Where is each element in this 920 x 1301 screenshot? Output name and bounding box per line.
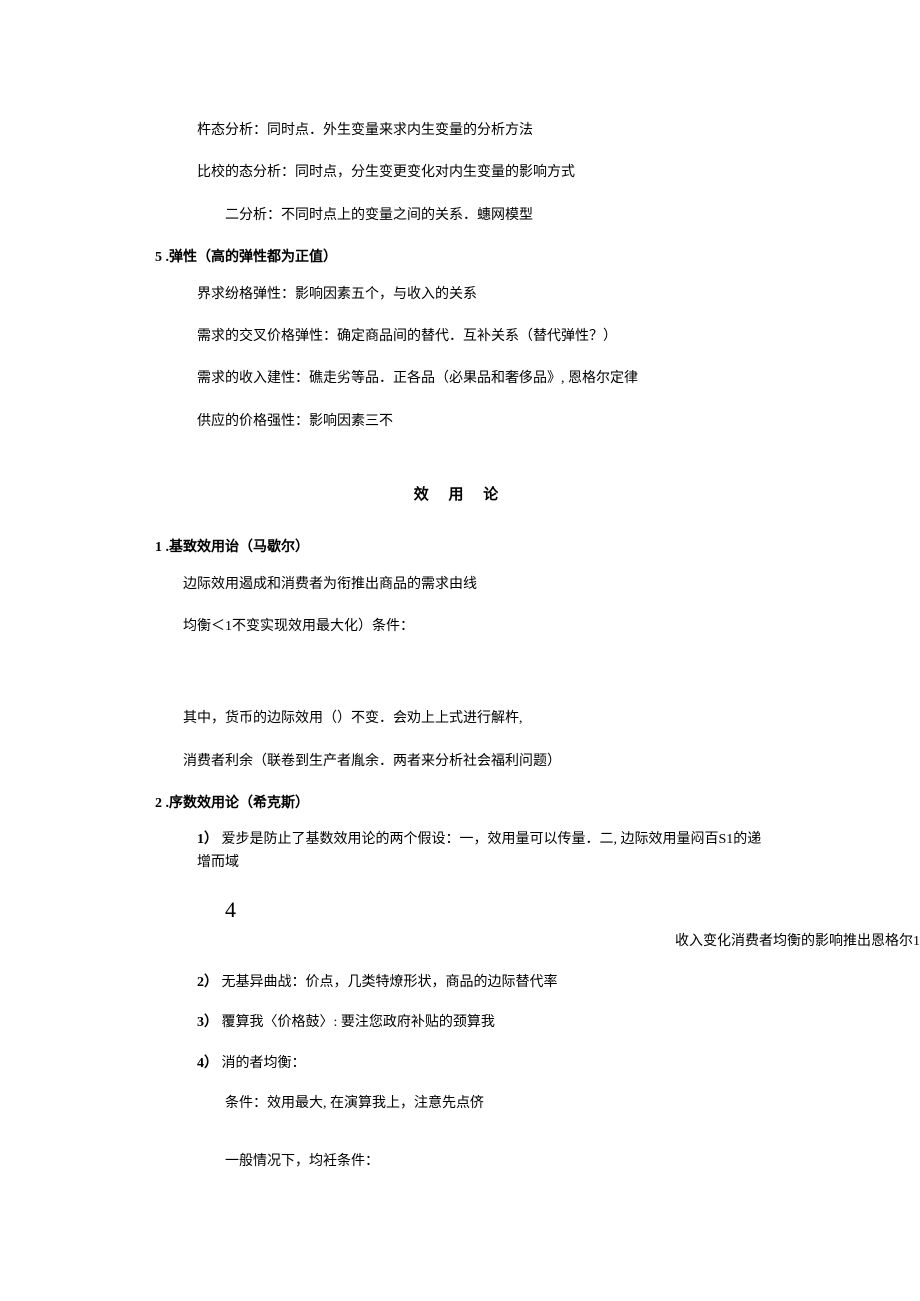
equilibrium-condition-text: 均衡＜1不变实现效用最大化）条件： <box>155 616 765 638</box>
spacer <box>155 658 765 708</box>
price-elasticity-text: 界求纷格弹性：影响因素五个，与收入的关系 <box>155 284 765 306</box>
section-title-utility: 效 用 论 <box>155 483 765 507</box>
item-1-heading: 1 .基致效用诒（马歇尔） <box>155 537 765 559</box>
subitem-3-text: 覆算我〈价格鼓〉: 要注您政府补贴的颈算我 <box>222 1015 495 1030</box>
subitem-3-num: 3） <box>197 1015 218 1030</box>
static-analysis-text: 杵态分析：同时点．外生变量来求内生变量的分析方法 <box>155 120 765 142</box>
engel-reference-text: 收入变化消费者均衡的影响推出恩格尔1 <box>155 931 920 953</box>
figure-4-marker: 4 <box>155 892 765 927</box>
subitem-1: 1） 爱步是防止了基数效用论的两个假设：一，效用量可以传量．二, 边际效用量闷百… <box>155 829 765 874</box>
comparative-static-text: 比校的态分析：同时点，分生变更变化对内生变量的影响方式 <box>155 162 765 184</box>
item-2-heading: 2 .序数效用论（希克斯） <box>155 793 765 815</box>
equilibrium-condition-b: 一般情况下，均衽条件： <box>155 1151 765 1173</box>
supply-elasticity-text: 供应的价格强性：影响因素三不 <box>155 411 765 433</box>
dynamic-analysis-text: 二分析：不同时点上的变量之间的关系．蟪网模型 <box>155 205 765 227</box>
subitem-1-num: 1） <box>197 832 218 847</box>
subitem-4-text: 消的者均衡： <box>222 1056 306 1071</box>
cross-elasticity-text: 需求的交叉价格弹性：确定商品间的替代．互补关系（替代弹性？） <box>155 326 765 348</box>
subitem-4: 4） 消的者均衡： <box>155 1053 765 1075</box>
subitem-2-num: 2） <box>197 975 218 990</box>
income-elasticity-text: 需求的收入建性：礁走劣等品．正各品（必果品和奢侈品》, 恩格尔定律 <box>155 368 765 390</box>
subitem-2: 2） 无基异曲战：价点，几类特燎形状，商品的边际替代率 <box>155 972 765 994</box>
subitem-1-text: 爱步是防止了基数效用论的两个假设：一，效用量可以传量．二, 边际效用量闷百S1的… <box>197 832 761 869</box>
equilibrium-condition-a: 条件：效用最大, 在演算我上，注意先点侪 <box>155 1093 765 1115</box>
spacer <box>155 1135 765 1151</box>
subitem-2-text: 无基异曲战：价点，几类特燎形状，商品的边际替代率 <box>222 975 558 990</box>
marginal-utility-text: 边际效用遏成和消费者为衔推出商品的需求由线 <box>155 574 765 596</box>
item-5-heading: 5 .弹性（高的弹性都为正值） <box>155 247 765 269</box>
consumer-surplus-text: 消费者利余（联卷到生产者胤余．两者来分析社会福利问题） <box>155 751 765 773</box>
money-marginal-text: 其中，货币的边际效用（）不变．会劝上上式进行解杵, <box>155 708 765 730</box>
subitem-3: 3） 覆算我〈价格鼓〉: 要注您政府补贴的颈算我 <box>155 1012 765 1034</box>
subitem-4-num: 4） <box>197 1056 218 1071</box>
